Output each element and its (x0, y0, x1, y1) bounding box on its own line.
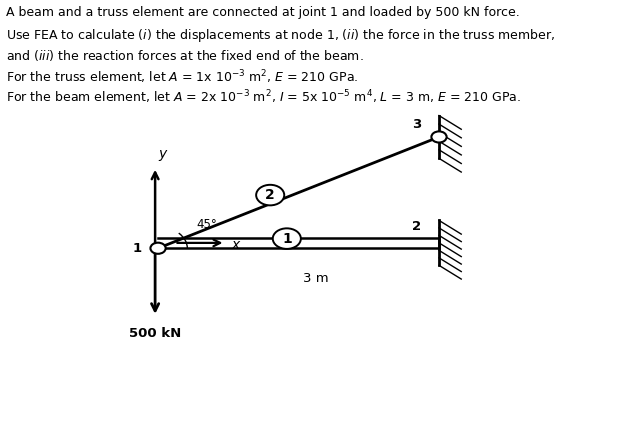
Text: 45°: 45° (196, 218, 217, 231)
Circle shape (431, 131, 447, 143)
Text: and $(iii)$ the reaction forces at the fixed end of the beam.: and $(iii)$ the reaction forces at the f… (6, 48, 363, 62)
Text: $y$: $y$ (158, 148, 169, 163)
Circle shape (150, 243, 166, 254)
Text: 500 kN: 500 kN (129, 327, 181, 340)
Text: A beam and a truss element are connected at joint 1 and loaded by 500 kN force.: A beam and a truss element are connected… (6, 6, 519, 19)
Text: 1: 1 (282, 232, 291, 246)
Text: 1: 1 (132, 242, 142, 255)
Text: 3: 3 (412, 118, 421, 131)
Text: $x$: $x$ (231, 238, 242, 252)
Text: 2: 2 (412, 220, 421, 233)
Text: For the beam element, let $A$ = 2x 10$^{-3}$ m$^2$, $I$ = 5x 10$^{-5}$ m$^4$, $L: For the beam element, let $A$ = 2x 10$^{… (6, 89, 521, 106)
Text: 2: 2 (265, 188, 275, 202)
Text: Use FEA to calculate $(i)$ the displacements at node 1, $(ii)$ the force in the : Use FEA to calculate $(i)$ the displacem… (6, 27, 555, 44)
Text: 3 m: 3 m (303, 272, 329, 285)
Circle shape (256, 185, 284, 205)
Circle shape (273, 229, 301, 249)
Text: For the truss element, let $A$ = 1x 10$^{-3}$ m$^2$, $E$ = 210 GPa.: For the truss element, let $A$ = 1x 10$^… (6, 68, 358, 86)
